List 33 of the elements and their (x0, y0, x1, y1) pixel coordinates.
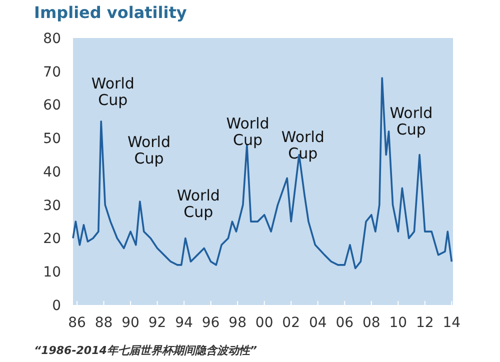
y-tick-label: 20 (43, 231, 61, 248)
annotation: World Cup (281, 128, 324, 162)
annotation: World Cup (176, 186, 220, 222)
y-tick-label: 50 (43, 131, 61, 148)
x-tick-label: 04 (308, 315, 327, 331)
line-series (72, 77, 453, 270)
x-tick-label: 02 (282, 315, 300, 331)
x-tick-label: 88 (94, 315, 113, 331)
x-tick-label: 08 (362, 315, 380, 331)
annotation: World Cup (91, 74, 134, 109)
x-tick-label: 94 (175, 315, 194, 331)
annotation: World Cup (226, 114, 270, 149)
chart-title: Implied volatility (34, 3, 188, 22)
x-tick-label: 98 (228, 315, 246, 331)
y-tick-label: 80 (43, 30, 61, 47)
text: “1986-2014年七届世界杯期间隐含波动性” (34, 344, 257, 357)
x-tick-label: 90 (122, 315, 140, 331)
y-tick-label: 60 (43, 98, 61, 114)
annotation: World Cup (390, 104, 433, 138)
annotation: World Cup (128, 133, 170, 168)
x-tick-label: 92 (148, 315, 166, 331)
y-tick-label: 40 (43, 164, 61, 180)
y-tick-label: 30 (43, 198, 61, 214)
x-tick-label: 06 (336, 315, 354, 331)
x-tick-label: 96 (202, 315, 220, 331)
y-tick-label: 0 (52, 298, 61, 314)
x-tick-label: 10 (389, 315, 408, 331)
y-tick-label: 10 (43, 264, 61, 281)
x-tick-label: 00 (255, 315, 274, 331)
y-tick-label: 70 (43, 64, 61, 80)
x-tick-label: 12 (416, 315, 434, 331)
x-tick-label: 86 (68, 315, 86, 331)
x-tick-label: 14 (442, 315, 461, 331)
